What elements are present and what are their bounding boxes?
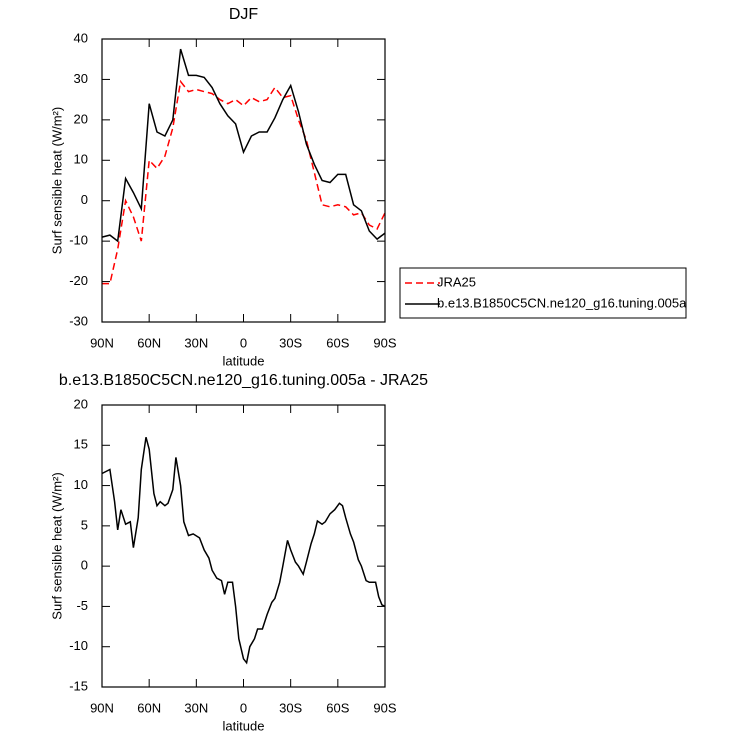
y-tick-label: 20 bbox=[74, 396, 88, 411]
y-tick-label: 30 bbox=[74, 71, 88, 86]
y-tick-label: 0 bbox=[81, 558, 88, 573]
data-line bbox=[101, 48, 386, 243]
y-tick-label: 40 bbox=[74, 30, 88, 45]
x-tick-label: 90N bbox=[90, 335, 114, 350]
y-tick-label: -5 bbox=[76, 598, 88, 613]
x-axis-label: latitude bbox=[223, 353, 265, 368]
y-tick-label: -15 bbox=[69, 678, 88, 693]
x-tick-label: 30S bbox=[279, 700, 302, 715]
x-tick-label: 0 bbox=[240, 335, 247, 350]
y-tick-label: 20 bbox=[74, 111, 88, 126]
x-tick-label: 90S bbox=[373, 700, 396, 715]
y-tick-label: -20 bbox=[69, 273, 88, 288]
x-tick-label: 30N bbox=[184, 335, 208, 350]
x-tick-label: 30N bbox=[184, 700, 208, 715]
legend-label: JRA25 bbox=[437, 274, 476, 289]
x-tick-label: 60N bbox=[137, 335, 161, 350]
x-tick-label: 60S bbox=[326, 335, 349, 350]
data-line bbox=[102, 79, 386, 285]
chart-title: b.e13.B1850C5CN.ne120_g16.tuning.005a - … bbox=[59, 372, 428, 389]
x-axis-label: latitude bbox=[223, 718, 265, 733]
y-tick-label: -30 bbox=[69, 313, 88, 328]
y-axis-label: Surf sensible heat (W/m²) bbox=[49, 107, 64, 254]
plot-frame bbox=[101, 404, 386, 688]
x-tick-label: 60S bbox=[326, 700, 349, 715]
x-tick-label: 90N bbox=[90, 700, 114, 715]
y-tick-label: 5 bbox=[81, 517, 88, 532]
x-tick-label: 90S bbox=[373, 335, 396, 350]
x-tick-label: 60N bbox=[137, 700, 161, 715]
y-tick-label: 10 bbox=[74, 477, 88, 492]
y-tick-label: 15 bbox=[74, 437, 88, 452]
y-tick-label: 10 bbox=[74, 152, 88, 167]
x-tick-label: 30S bbox=[279, 335, 302, 350]
legend-label: b.e13.B1850C5CN.ne120_g16.tuning.005a bbox=[437, 295, 687, 310]
y-tick-label: -10 bbox=[69, 233, 88, 248]
legend-box bbox=[399, 267, 687, 319]
chart-title: DJF bbox=[229, 6, 259, 23]
y-tick-label: 0 bbox=[81, 192, 88, 207]
data-line bbox=[101, 437, 386, 665]
x-tick-label: 0 bbox=[240, 700, 247, 715]
y-tick-label: -10 bbox=[69, 638, 88, 653]
plot-frame bbox=[101, 38, 386, 323]
y-axis-label: Surf sensible heat (W/m²) bbox=[49, 472, 64, 619]
